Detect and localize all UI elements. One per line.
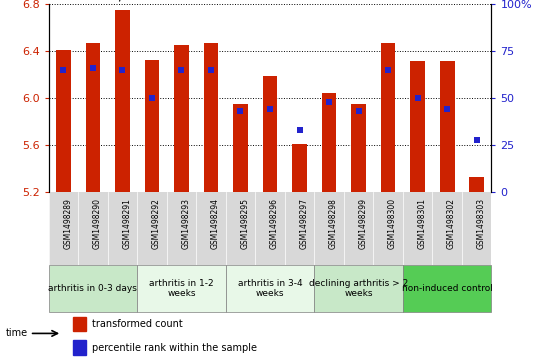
Bar: [233, 104, 248, 192]
Bar: [137, 265, 226, 312]
Point: [59, 67, 68, 73]
Text: transformed count: transformed count: [92, 319, 183, 329]
Text: GSM1498294: GSM1498294: [211, 198, 220, 249]
Text: GSM1498301: GSM1498301: [417, 198, 427, 249]
Point: [236, 108, 245, 114]
Text: non-induced control: non-induced control: [402, 284, 492, 293]
Point: [266, 106, 274, 112]
Text: GSM1498295: GSM1498295: [240, 198, 249, 249]
Bar: [49, 265, 137, 312]
Point: [147, 95, 156, 101]
Text: GSM1498298: GSM1498298: [329, 198, 338, 249]
Bar: [226, 265, 314, 312]
Text: GSM1498300: GSM1498300: [388, 198, 397, 249]
Text: GSM1498291: GSM1498291: [123, 198, 131, 249]
Text: GSM1498297: GSM1498297: [300, 198, 308, 249]
Bar: [469, 177, 484, 192]
Text: arthritis in 3-4
weeks: arthritis in 3-4 weeks: [238, 279, 302, 298]
Bar: [85, 42, 100, 192]
Text: GSM1498292: GSM1498292: [152, 198, 161, 249]
Point: [177, 67, 186, 73]
Point: [207, 67, 215, 73]
Text: GSM1498299: GSM1498299: [359, 198, 368, 249]
Text: GSM1498303: GSM1498303: [477, 198, 485, 249]
Text: arthritis in 1-2
weeks: arthritis in 1-2 weeks: [149, 279, 214, 298]
Bar: [204, 42, 218, 192]
Point: [89, 65, 97, 71]
Bar: [262, 76, 278, 192]
Bar: [174, 45, 189, 192]
Text: arthritis in 0-3 days: arthritis in 0-3 days: [49, 284, 137, 293]
Bar: [145, 60, 159, 192]
Text: GSM1498296: GSM1498296: [270, 198, 279, 249]
Point: [472, 136, 481, 142]
Text: GSM1498289: GSM1498289: [63, 198, 72, 249]
Bar: [73, 340, 86, 355]
Bar: [410, 61, 425, 192]
Point: [325, 99, 333, 105]
Bar: [314, 265, 403, 312]
Bar: [403, 265, 491, 312]
Point: [295, 127, 304, 133]
Text: GSM1498302: GSM1498302: [447, 198, 456, 249]
Text: declining arthritis > 2
weeks: declining arthritis > 2 weeks: [309, 279, 408, 298]
Text: GSM1498290: GSM1498290: [93, 198, 102, 249]
Bar: [381, 42, 395, 192]
Bar: [115, 9, 130, 192]
Point: [384, 67, 393, 73]
Text: percentile rank within the sample: percentile rank within the sample: [92, 343, 257, 352]
Bar: [292, 144, 307, 192]
Text: GDS6064 / 10351551: GDS6064 / 10351551: [49, 0, 198, 3]
Bar: [56, 50, 71, 192]
Bar: [440, 61, 455, 192]
Point: [413, 95, 422, 101]
Bar: [322, 93, 336, 192]
Point: [443, 106, 451, 112]
Bar: [351, 104, 366, 192]
Text: GSM1498293: GSM1498293: [181, 198, 191, 249]
Point: [354, 108, 363, 114]
Point: [118, 67, 127, 73]
Text: time: time: [5, 329, 28, 338]
Bar: [73, 317, 86, 331]
